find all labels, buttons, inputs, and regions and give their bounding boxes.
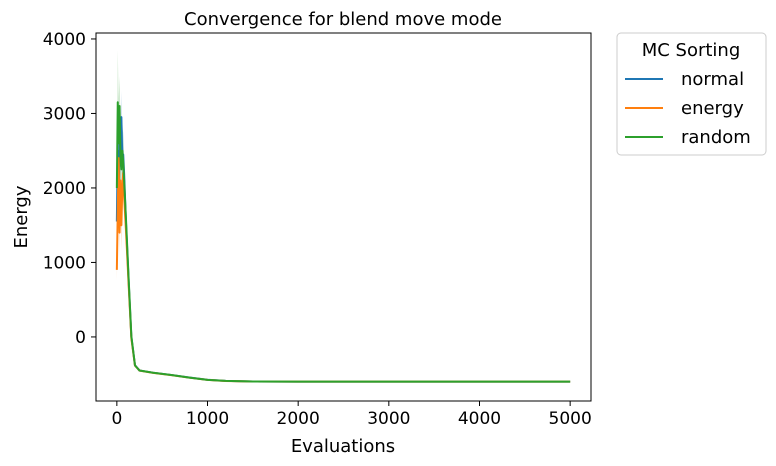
plot-area (95, 32, 592, 402)
confidence-bands (116, 50, 571, 382)
legend-label-energy: energy (681, 98, 744, 119)
x-tick-label: 3000 (367, 409, 410, 429)
y-tick-label: 3000 (43, 104, 86, 124)
series-line-energy (115, 157, 571, 383)
series-line-normal (115, 116, 571, 383)
x-tick-label: 0 (111, 409, 122, 429)
x-tick-label: 2000 (277, 409, 320, 429)
legend-frame (616, 32, 767, 156)
y-tick-label: 1000 (43, 253, 86, 273)
legend-label-random: random (681, 127, 751, 148)
y-tick-label: 0 (75, 328, 86, 348)
x-axis: 0 1000 2000 3000 4000 5000 (111, 401, 592, 429)
x-tick-label: 1000 (186, 409, 229, 429)
legend-items: normal energy random (625, 69, 751, 148)
legend: MC Sorting normal energy random (616, 32, 767, 156)
y-tick-label: 2000 (43, 179, 86, 199)
band-energy (116, 128, 571, 382)
x-tick-label: 4000 (458, 409, 501, 429)
band-normal (116, 91, 571, 382)
x-axis-label: Evaluations (291, 436, 395, 457)
plot-frame (95, 32, 592, 402)
chart-title: Convergence for blend move mode (184, 9, 502, 30)
y-tick-label: 4000 (43, 30, 86, 50)
legend-title: MC Sorting (642, 40, 741, 61)
band-random (116, 50, 571, 382)
y-axis: 0 1000 2000 3000 4000 (43, 30, 96, 348)
series-line-random (115, 101, 571, 383)
y-axis-label: Energy (11, 185, 32, 248)
legend-label-normal: normal (681, 69, 744, 90)
series-lines (115, 101, 571, 383)
x-tick-label: 5000 (549, 409, 592, 429)
